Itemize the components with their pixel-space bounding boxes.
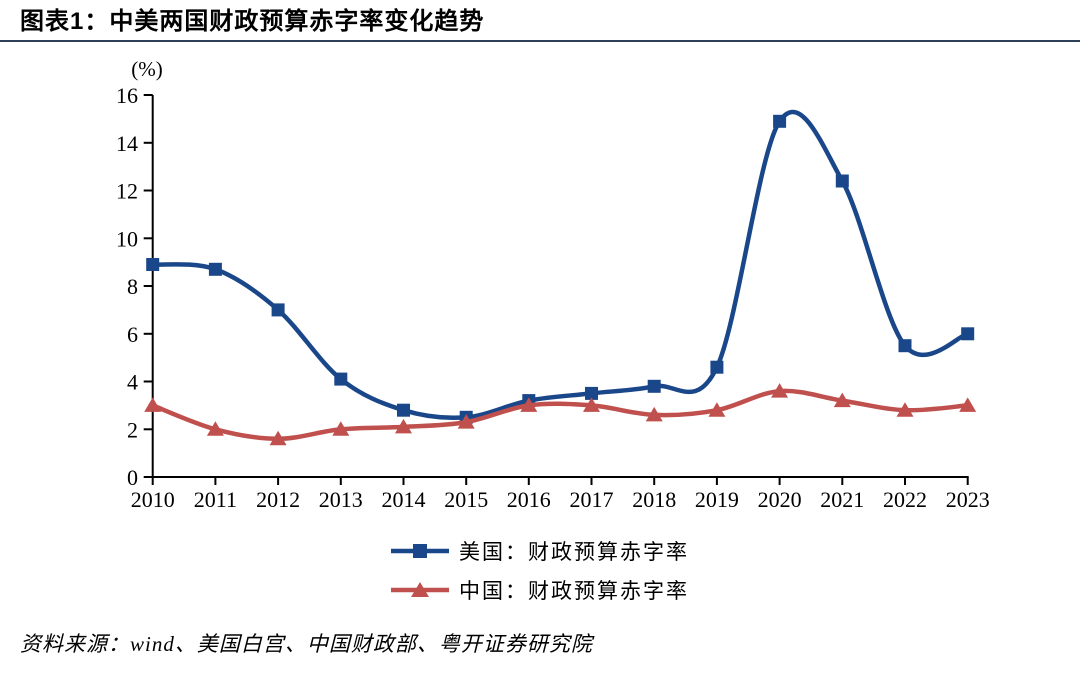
y-axis-tick-label: 2: [127, 417, 138, 442]
series-marker-triangle: [520, 397, 538, 412]
series-marker-square: [271, 303, 285, 317]
x-axis-tick-label: 2015: [444, 487, 488, 512]
figure-title: 图表1：中美两国财政预算赤字率变化趋势: [20, 8, 485, 35]
y-axis-tick-label: 8: [127, 274, 138, 299]
series-marker-square: [208, 262, 222, 276]
series-marker-square: [898, 339, 912, 353]
x-axis-tick-label: 2012: [256, 487, 300, 512]
series-marker-triangle: [583, 397, 600, 412]
y-axis-tick-label: 6: [127, 322, 138, 347]
series-marker-square: [647, 379, 661, 393]
series-marker-triangle: [833, 392, 851, 408]
legend-item-us: 美国：财政预算赤字率: [391, 536, 689, 566]
title-divider: [0, 40, 1080, 42]
y-axis-tick-label: 12: [116, 179, 138, 204]
series-marker-triangle: [395, 418, 412, 434]
series-marker-square: [397, 403, 410, 417]
chart-legend: 美国：财政预算赤字率 中国：财政预算赤字率: [0, 536, 1080, 605]
series-marker-triangle: [269, 430, 287, 446]
series-line-0: [150, 110, 970, 421]
series-marker-square: [710, 360, 724, 374]
series-marker-triangle: [332, 421, 350, 436]
deficit-rate-line-chart: (%) 0 2 4 6 8 10 12 14 16 2010 2011 2012 2013 2014 2015…: [116, 57, 990, 512]
y-axis-unit-label: (%): [131, 57, 162, 81]
series-marker-triangle: [457, 414, 475, 429]
series-marker-square: [961, 327, 975, 341]
series-marker-triangle: [959, 397, 977, 412]
china-series-legend-icon: [391, 582, 449, 597]
x-axis-tick-label: 2023: [946, 487, 990, 512]
y-axis-tick-label: 4: [127, 370, 138, 395]
us-series-legend-icon: [391, 544, 449, 558]
x-axis-tick-label: 2014: [382, 487, 426, 512]
x-axis-tick-label: 2019: [695, 487, 739, 512]
series-marker-triangle: [896, 402, 914, 417]
x-axis-tick-label: 2011: [194, 487, 237, 512]
y-axis-tick-label: 0: [127, 465, 138, 490]
legend-label-us: 美国：财政预算赤字率: [459, 540, 689, 564]
series-marker-square: [146, 258, 160, 271]
x-axis-tick-label: 2016: [507, 487, 551, 512]
x-axis-tick-label: 2021: [820, 487, 864, 512]
series-marker-square: [334, 372, 348, 386]
x-axis-tick-label: 2013: [319, 487, 363, 512]
series-marker-triangle: [708, 402, 726, 417]
x-axis-tick-label: 2010: [131, 487, 175, 512]
y-axis-tick-label: 16: [116, 83, 138, 108]
x-axis-tick-label: 2020: [758, 487, 802, 512]
source-note: 资料来源：wind、美国白宫、中国财政部、粤开证券研究院: [20, 632, 593, 656]
legend-item-china: 中国：财政预算赤字率: [391, 575, 689, 605]
series-marker-triangle: [144, 397, 162, 412]
x-axis-tick-label: 2022: [883, 487, 927, 512]
y-axis-tick-label: 14: [116, 131, 138, 156]
chart-legend-items: 美国：财政预算赤字率 中国：财政预算赤字率: [391, 536, 689, 605]
series-marker-triangle: [645, 406, 663, 422]
series-marker-square: [585, 386, 598, 400]
legend-label-china: 中国：财政预算赤字率: [459, 579, 689, 603]
series-marker-triangle: [771, 383, 789, 398]
series-marker-triangle: [206, 421, 224, 436]
series-marker-square: [835, 174, 849, 188]
y-axis-tick-label: 10: [116, 226, 138, 251]
x-axis-tick-label: 2017: [570, 487, 614, 512]
x-axis-tick-label: 2018: [632, 487, 676, 512]
series-marker-square: [773, 114, 787, 128]
